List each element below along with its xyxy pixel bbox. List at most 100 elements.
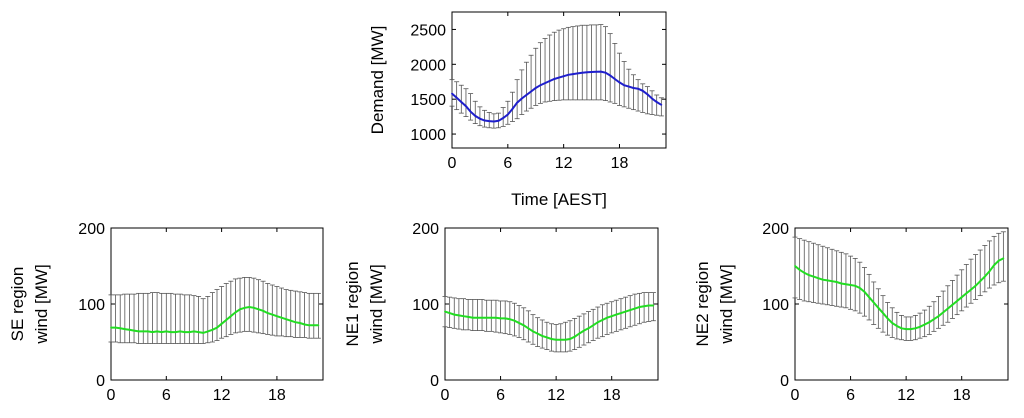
data-point — [831, 280, 833, 283]
data-point — [271, 313, 274, 316]
data-point — [807, 274, 810, 277]
data-point — [923, 323, 926, 326]
data-point — [587, 327, 590, 330]
x-axis-label-demand: Time [AEST] — [511, 190, 607, 209]
data-point — [488, 120, 491, 123]
data-point — [632, 87, 635, 89]
data-point — [576, 72, 579, 75]
y-axis-label-demand: Demand [MW] — [368, 26, 387, 135]
x-tick-label: 6 — [846, 387, 855, 404]
data-point — [476, 316, 479, 319]
data-point — [578, 332, 581, 335]
data-point — [133, 329, 135, 332]
x-tick-label: 12 — [547, 387, 565, 404]
data-point — [276, 315, 278, 318]
series-demand — [451, 70, 663, 123]
data-point — [160, 331, 163, 334]
data-point — [518, 322, 520, 324]
series-ne1 — [444, 304, 655, 341]
data-point — [569, 338, 571, 340]
data-point — [248, 306, 251, 308]
data-point — [882, 312, 884, 315]
data-point — [536, 332, 539, 335]
data-point — [624, 310, 627, 313]
data-point — [854, 284, 857, 287]
y-axis-label-ne1-line1: NE1 region — [343, 261, 362, 346]
ticks-ne2: 0 6 12 18 0 100 200 — [762, 221, 1008, 404]
data-point — [652, 304, 655, 307]
data-point — [946, 307, 949, 310]
data-point — [647, 304, 650, 307]
data-point — [895, 325, 898, 327]
x-tick-label: 6 — [162, 387, 171, 404]
data-point — [511, 108, 514, 110]
series-line-ne2 — [794, 257, 1004, 331]
data-point — [229, 315, 232, 318]
data-point — [900, 327, 903, 330]
data-point — [627, 85, 630, 88]
y-tick-label: 0 — [96, 373, 105, 390]
x-tick-label: 0 — [448, 155, 457, 172]
data-point — [914, 327, 917, 330]
data-point — [660, 103, 663, 106]
data-point — [877, 306, 880, 309]
chart-demand: 0 6 12 18 1000 1500 2000 2500 Time [AEST] Deman… — [368, 11, 667, 209]
ticks-demand: 0 6 12 18 1000 1500 2000 2500 — [410, 12, 666, 172]
y-tick-label: 0 — [780, 373, 789, 390]
data-point — [499, 317, 502, 320]
data-point — [646, 93, 649, 96]
data-point — [559, 338, 562, 341]
data-point — [629, 309, 632, 311]
data-point — [555, 338, 558, 341]
y-axis-label-ne1-line2: wind [MW] — [367, 264, 386, 344]
series-line-ne1 — [444, 304, 654, 341]
data-point — [193, 330, 195, 333]
data-point — [965, 292, 968, 295]
series-ne2 — [794, 257, 1005, 331]
data-point — [303, 323, 306, 326]
data-point — [146, 330, 149, 333]
data-point — [909, 328, 912, 330]
data-point — [516, 101, 519, 104]
data-point — [1002, 257, 1005, 260]
x-tick-label: 0 — [791, 387, 800, 404]
data-point — [492, 120, 495, 123]
data-point — [942, 311, 945, 314]
data-point — [590, 71, 593, 73]
y-tick-label: 1000 — [410, 127, 446, 144]
data-point — [317, 324, 320, 327]
data-point — [462, 315, 465, 318]
series-se — [110, 305, 320, 334]
data-point — [541, 335, 544, 337]
data-point — [581, 71, 584, 74]
data-point — [960, 296, 963, 299]
y-tick-label: 100 — [762, 297, 789, 314]
data-point — [609, 74, 612, 77]
data-point — [137, 330, 140, 333]
data-point — [243, 306, 246, 309]
y-tick-label: 2000 — [410, 57, 446, 74]
data-point — [497, 119, 500, 122]
y-tick-label: 200 — [78, 221, 105, 238]
x-tick-label: 6 — [496, 387, 505, 404]
data-point — [544, 82, 546, 85]
data-point — [858, 287, 861, 289]
x-tick-label: 18 — [953, 387, 971, 404]
data-point — [567, 73, 570, 76]
data-point — [280, 316, 283, 319]
y-tick-label: 200 — [412, 221, 439, 238]
data-point — [239, 308, 241, 311]
data-point — [502, 117, 505, 119]
data-point — [633, 307, 636, 310]
data-point — [845, 283, 847, 286]
data-point — [474, 115, 477, 117]
data-point — [262, 309, 264, 312]
data-point — [928, 321, 931, 324]
data-point — [637, 87, 639, 90]
data-point — [623, 84, 626, 87]
data-point — [151, 331, 154, 334]
data-point — [123, 328, 126, 330]
chart-ne2-wind: 0 6 12 18 0 100 200 NE2 region wind [MW] — [693, 221, 1009, 404]
data-point — [803, 271, 806, 274]
data-point — [467, 316, 470, 318]
